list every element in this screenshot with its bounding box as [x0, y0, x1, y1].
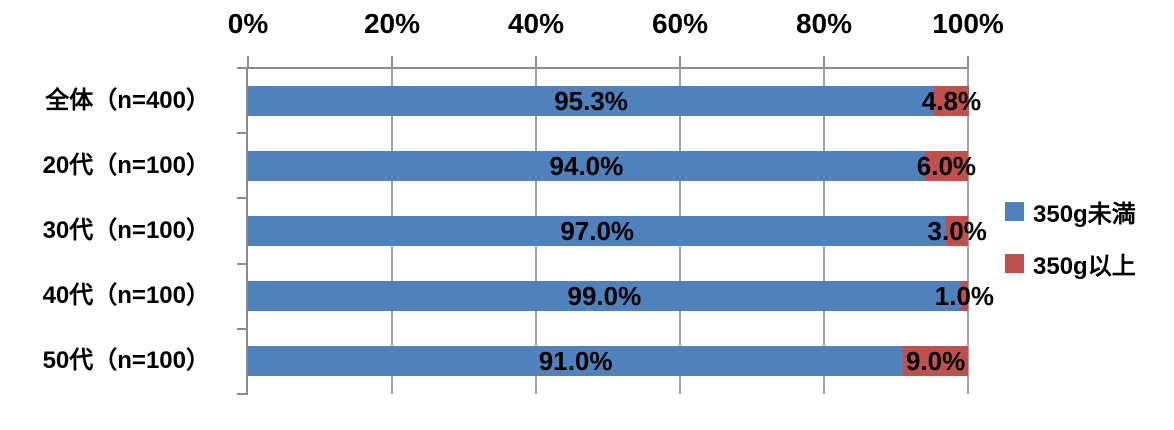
- category-label: 20代（n=100）: [42, 151, 210, 179]
- category-label: 50代（n=100）: [42, 347, 210, 375]
- data-label: 6.0%: [916, 150, 977, 181]
- data-label: 9.0%: [905, 346, 966, 377]
- data-label: 94.0%: [549, 150, 624, 181]
- x-tick-mark: [535, 56, 537, 67]
- bar-segment-over350g: [924, 150, 968, 181]
- bar-segment-under350g: 94.0%: [248, 150, 925, 181]
- y-axis-line: [246, 67, 248, 395]
- category-label: 全体（n=400）: [45, 86, 210, 114]
- y-tick-mark: [237, 327, 247, 330]
- bar-segment-over350g: [960, 281, 968, 312]
- gridline: [967, 68, 969, 394]
- category-label: 30代（n=100）: [42, 217, 210, 244]
- data-label: 3.0%: [927, 216, 987, 246]
- bar-segment-over350g: [946, 216, 968, 246]
- bar-segment-under350g: 99.0%: [248, 281, 961, 312]
- x-tick-label: 20%: [363, 8, 421, 39]
- legend-label: 350g以上: [1033, 253, 1136, 280]
- bar-segment-under350g: 95.3%: [248, 85, 935, 116]
- y-tick-mark: [237, 132, 247, 135]
- data-label: 95.3%: [554, 85, 628, 116]
- x-tick-label: 60%: [651, 8, 709, 39]
- y-tick-mark: [237, 393, 247, 395]
- bar-segment-over350g: [934, 85, 969, 116]
- legend-swatch-icon: [1005, 202, 1024, 221]
- data-label: 97.0%: [560, 216, 635, 246]
- x-tick-mark: [823, 56, 825, 67]
- category-label: 40代（n=100）: [42, 282, 210, 310]
- legend: 350g未満 350g以上: [1005, 194, 1136, 298]
- x-tick-label: 80%: [795, 8, 853, 39]
- legend-label: 350g未満: [1033, 201, 1136, 228]
- y-tick-mark: [237, 67, 247, 69]
- legend-swatch-icon: [1005, 254, 1024, 273]
- x-tick-mark: [679, 56, 681, 67]
- data-label: 4.8%: [921, 85, 982, 116]
- bar-segment-over350g: [903, 346, 968, 377]
- legend-item: 350g未満: [1005, 194, 1136, 229]
- bar-row: 94.0%: [248, 150, 968, 181]
- x-tick-label: 0%: [227, 8, 269, 39]
- legend-item: 350g以上: [1005, 246, 1136, 281]
- x-tick-label: 100%: [932, 8, 1004, 39]
- bar-row: 95.3%: [248, 85, 969, 116]
- data-label: 99.0%: [567, 281, 642, 312]
- bar-segment-under350g: 91.0%: [248, 346, 904, 377]
- x-tick-label: 40%: [507, 8, 565, 39]
- x-tick-mark: [391, 56, 393, 67]
- bar-row: 99.0%: [248, 281, 968, 312]
- y-tick-mark: [237, 262, 247, 265]
- data-label: 91.0%: [538, 346, 613, 377]
- y-tick-mark: [237, 197, 247, 200]
- bar-row: 91.0%: [248, 346, 968, 377]
- data-label: 1.0%: [934, 281, 995, 312]
- bar-row: 97.0%: [248, 216, 968, 246]
- x-tick-mark: [247, 56, 249, 67]
- x-tick-mark: [967, 56, 969, 67]
- bar-segment-under350g: 97.0%: [248, 216, 947, 246]
- x-axis-line: [246, 67, 969, 69]
